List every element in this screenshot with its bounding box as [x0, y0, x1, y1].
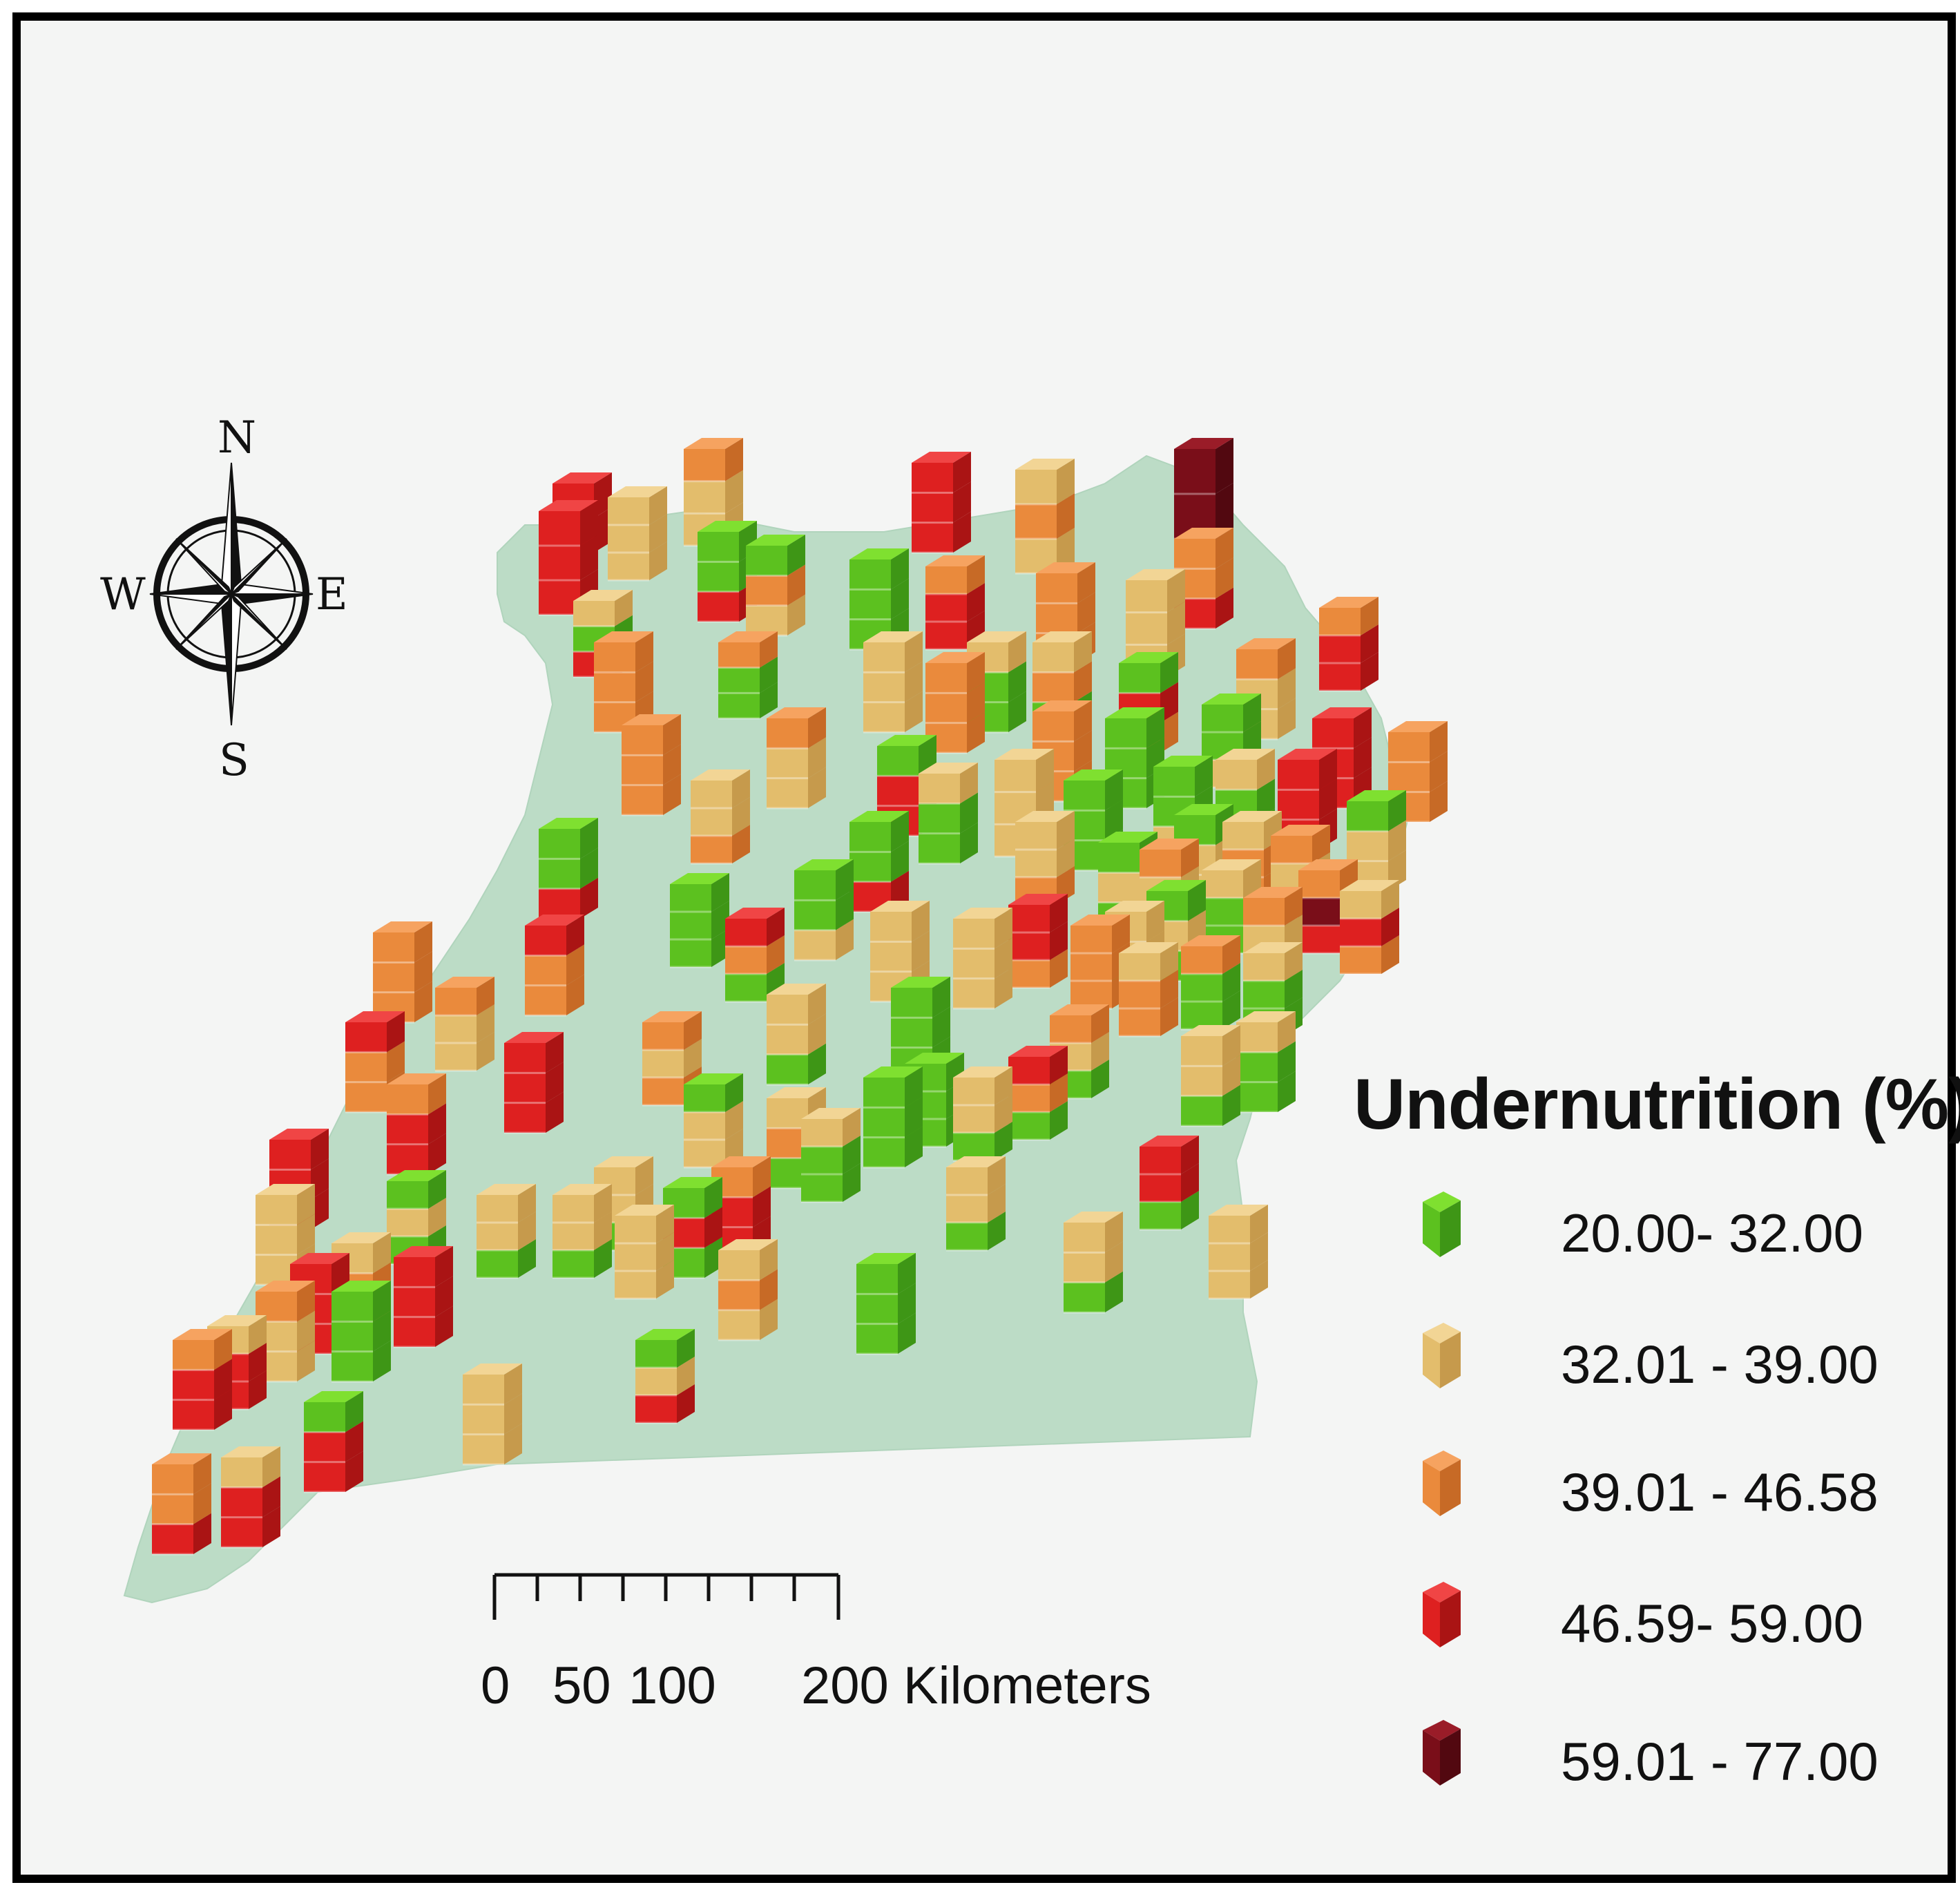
legend-label-class-5: 59.01 - 77.00 — [1561, 1731, 1879, 1792]
bar-layer — [152, 438, 1448, 1556]
district-column — [953, 908, 1012, 1010]
scale-label-100: 100 — [628, 1656, 716, 1715]
legend-label-class-3: 39.01 - 46.58 — [1561, 1462, 1879, 1522]
legend-swatch-class-3 — [1423, 1451, 1461, 1516]
district-column — [173, 1329, 232, 1431]
compass-east-label: E — [316, 569, 348, 620]
district-column — [1015, 811, 1075, 906]
scale-label-0: 0 — [481, 1656, 510, 1715]
district-column — [849, 811, 909, 913]
compass-south-label: S — [219, 735, 249, 786]
legend-label-class-4: 46.59- 59.00 — [1561, 1593, 1864, 1654]
district-column — [504, 1032, 564, 1134]
district-column — [801, 1108, 861, 1203]
district-column — [608, 486, 667, 582]
district-column — [863, 1066, 923, 1169]
district-column — [1015, 459, 1075, 575]
district-column — [691, 769, 750, 865]
district-column — [477, 1184, 536, 1279]
district-column — [1008, 1046, 1068, 1141]
district-column — [725, 908, 785, 1003]
district-column — [684, 1073, 743, 1169]
district-column — [373, 921, 432, 1024]
district-column — [463, 1363, 522, 1466]
legend-swatch-class-4 — [1423, 1582, 1461, 1647]
district-column — [794, 859, 854, 961]
district-column — [1181, 935, 1240, 1031]
district-column — [1174, 528, 1233, 630]
district-column — [1340, 880, 1399, 975]
legend-item-class-4: 46.59- 59.00 — [1354, 1571, 1934, 1696]
district-column — [767, 707, 826, 810]
legend-label-class-2: 32.01 - 39.00 — [1561, 1334, 1879, 1395]
legend-item-class-2: 32.01 - 39.00 — [1354, 1312, 1934, 1437]
district-column — [304, 1391, 363, 1493]
district-column — [1174, 438, 1233, 540]
legend-title: Undernutrition (%) — [1354, 1064, 1960, 1145]
district-column — [1008, 894, 1068, 989]
district-column — [221, 1446, 280, 1549]
district-column — [718, 631, 778, 720]
district-column — [746, 535, 805, 637]
district-column — [539, 818, 598, 920]
compass-north-label: N — [218, 412, 256, 463]
district-column — [1119, 942, 1178, 1037]
legend-swatch-class-1 — [1423, 1192, 1461, 1257]
district-column — [670, 873, 729, 968]
district-column — [856, 1253, 916, 1355]
district-column — [870, 901, 930, 1003]
legend-item-class-3: 39.01 - 46.58 — [1354, 1440, 1934, 1565]
legend-swatch-class-5 — [1423, 1720, 1461, 1786]
district-column — [394, 1246, 453, 1348]
district-column — [332, 1281, 391, 1383]
district-column — [1181, 1025, 1240, 1127]
legend: Undernutrition (%) 20.00- 32.00 32.01 - … — [1354, 1064, 1960, 1792]
district-column — [622, 714, 681, 816]
district-column — [946, 1156, 1006, 1252]
district-column — [525, 915, 584, 1017]
district-column — [953, 1066, 1012, 1162]
legend-item-class-5: 59.01 - 77.00 — [1354, 1710, 1934, 1834]
district-column — [663, 1177, 722, 1279]
district-column — [912, 452, 971, 554]
legend-item-class-1: 20.00- 32.00 — [1354, 1181, 1934, 1305]
district-column — [863, 631, 923, 734]
district-column — [1140, 1136, 1199, 1231]
district-column — [635, 1329, 695, 1424]
legend-swatch-class-2 — [1423, 1323, 1461, 1388]
compass-rose: N S E W — [100, 412, 348, 786]
district-column — [925, 555, 985, 651]
district-column — [919, 763, 978, 865]
district-column — [387, 1170, 446, 1265]
district-column — [615, 1205, 674, 1300]
scale-label-50: 50 — [553, 1656, 611, 1715]
district-column — [1064, 1212, 1123, 1314]
legend-label-class-1: 20.00- 32.00 — [1561, 1203, 1864, 1263]
district-column — [435, 977, 494, 1072]
district-column — [345, 1011, 405, 1113]
district-column — [1209, 1205, 1268, 1300]
district-column — [767, 984, 826, 1086]
district-column — [849, 548, 909, 651]
district-column — [387, 1073, 446, 1176]
district-column — [1126, 569, 1185, 678]
district-column — [152, 1453, 211, 1556]
district-column — [1236, 1011, 1296, 1113]
scale-bar: 0 50 100 200 Kilometers — [481, 1573, 1151, 1715]
district-column — [1319, 597, 1378, 692]
scale-label-200-km: 200 Kilometers — [801, 1656, 1151, 1715]
district-column — [553, 1184, 612, 1279]
compass-west-label: W — [100, 569, 146, 620]
district-column — [718, 1239, 778, 1341]
